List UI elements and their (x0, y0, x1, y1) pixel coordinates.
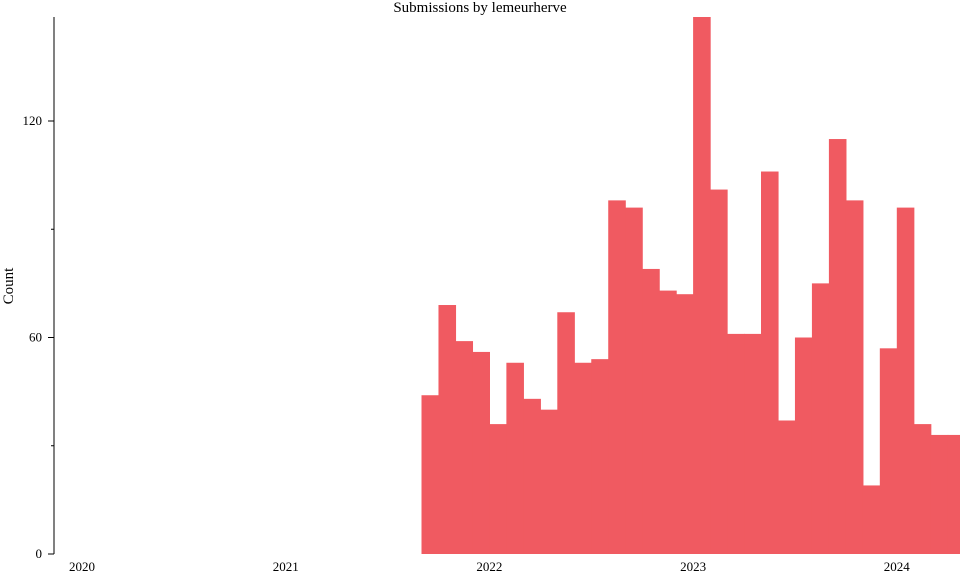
bar-2022-03 (523, 398, 541, 554)
bar-2024-01 (896, 207, 915, 554)
bar-2022-11 (659, 290, 677, 554)
y-tick-label: 120 (23, 113, 43, 128)
bar-2022-09 (625, 207, 643, 554)
bar-2022-06 (574, 362, 592, 554)
bar-2023-12 (879, 348, 898, 554)
bar-2023-11 (862, 485, 881, 554)
bar-2022-04 (540, 409, 558, 554)
x-ticks-group: 2020 2021 2022 2023 2024 (69, 559, 910, 574)
bar-2021-12 (472, 351, 490, 554)
bar-2023-05 (761, 171, 779, 554)
bar-2022-02 (506, 362, 524, 554)
chart-title: Submissions by lemeurherve (393, 0, 567, 16)
bar-2022-12 (676, 294, 694, 554)
bar-2024-03 (930, 434, 949, 554)
bar-2023-07 (794, 337, 813, 554)
bar-2023-03 (727, 333, 745, 554)
y-ticks-group: 0 60 120 (23, 113, 54, 561)
bar-2022-07 (591, 359, 609, 554)
bar-2022-05 (557, 312, 575, 554)
bar-2022-08 (608, 200, 626, 554)
bar-2023-09 (828, 139, 847, 555)
bar-2022-01 (489, 424, 507, 554)
bar-2024-04 (947, 434, 960, 554)
bar-2023-02 (710, 189, 728, 554)
x-tick-label: 2022 (476, 559, 502, 574)
y-axis-label: Count (1, 267, 17, 305)
bar-2024-02 (913, 424, 932, 554)
bar-2022-10 (642, 268, 660, 554)
bar-2023-04 (744, 333, 762, 554)
bar-2023-10 (845, 200, 864, 554)
y-tick-label: 0 (36, 546, 43, 561)
x-tick-label: 2024 (884, 559, 911, 574)
y-tick-label: 60 (29, 330, 42, 345)
bar-2023-08 (811, 283, 830, 555)
bar-2021-09 (421, 395, 440, 554)
bar-2023-01 (693, 17, 711, 554)
x-tick-label: 2021 (273, 559, 299, 574)
x-tick-label: 2020 (69, 559, 95, 574)
bars-group (421, 17, 960, 555)
bar-2023-06 (777, 420, 796, 554)
x-tick-label: 2023 (680, 559, 706, 574)
bar-2021-11 (455, 341, 474, 554)
bar-2021-10 (438, 305, 457, 554)
